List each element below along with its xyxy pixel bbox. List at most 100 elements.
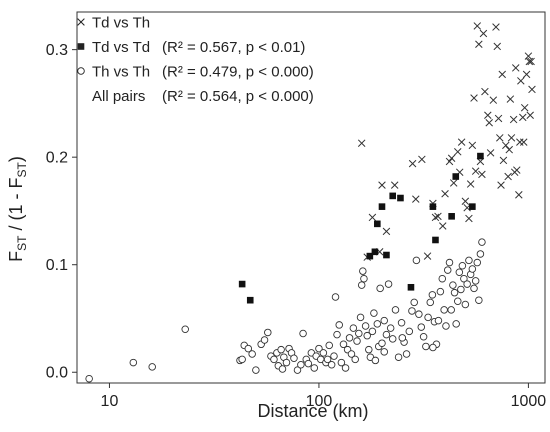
th-vs-th-point — [461, 300, 470, 309]
th-vs-th-point — [391, 306, 400, 314]
td-vs-th-point — [465, 214, 473, 223]
x-axis-title: Distance (km) — [257, 401, 368, 421]
th-vs-th-point — [445, 258, 454, 267]
td-vs-th-point — [473, 22, 482, 30]
th-vs-th-point — [361, 322, 370, 330]
th-vs-th-point — [341, 364, 350, 372]
th-vs-th-point — [478, 238, 486, 246]
td-vs-th-point — [489, 96, 498, 104]
th-vs-th-point — [424, 313, 432, 322]
td-vs-th-point — [506, 95, 515, 103]
th-vs-th-point — [331, 293, 340, 301]
td-vs-th-point — [505, 145, 513, 154]
th-vs-th-point — [335, 321, 343, 329]
th-vs-th-point — [402, 350, 411, 358]
td-vs-th-point — [447, 154, 456, 163]
y-tick-label: 0.1 — [46, 257, 68, 274]
th-vs-th-point — [380, 316, 388, 325]
th-vs-th-point — [299, 329, 307, 338]
td-vs-th-point — [493, 42, 502, 51]
td-vs-td-point — [371, 248, 379, 256]
th-vs-th-point — [355, 329, 363, 338]
legend-item: Td vs Th — [77, 15, 150, 32]
td-vs-th-point — [441, 189, 449, 198]
th-vs-th-point — [382, 330, 391, 339]
td-vs-td-point — [238, 280, 246, 288]
th-vs-th-point — [282, 358, 291, 367]
td-vs-td-point — [448, 213, 455, 220]
td-vs-th-point — [528, 85, 536, 94]
th-vs-th-point — [422, 342, 430, 351]
td-vs-td-point — [378, 203, 386, 210]
th-vs-th-point — [363, 331, 371, 340]
td-vs-th-point — [390, 181, 399, 189]
legend: Td vs Th Td vs Td (R² = 0.567, p < 0.01) Th… — [77, 15, 314, 105]
th-vs-th-point — [386, 324, 395, 332]
th-vs-th-point — [357, 281, 366, 289]
td-vs-th-point — [481, 87, 489, 96]
td-vs-th-point — [517, 77, 525, 85]
td-vs-th-point — [418, 155, 426, 164]
td-vs-th-point — [522, 70, 531, 79]
td-vs-th-point — [507, 134, 516, 142]
th-vs-th-point — [323, 355, 332, 364]
th-vs-th-point — [463, 280, 471, 288]
th-vs-th-point — [471, 277, 480, 285]
th-vs-th-point — [426, 298, 435, 307]
plot-frame — [76, 11, 546, 384]
legend-label: Th vs Th — [92, 64, 150, 81]
th-vs-th-point — [476, 250, 485, 258]
th-vs-th-point — [388, 335, 397, 343]
th-vs-th-point — [378, 339, 386, 347]
td-vs-th-point — [434, 212, 442, 221]
th-vs-th-point — [315, 344, 323, 353]
th-vs-th-point — [470, 284, 478, 293]
legend-stat: (R² = 0.564, p < 0.000) — [162, 88, 314, 105]
td-vs-th-point — [470, 94, 478, 102]
th-vs-th-point — [353, 337, 361, 345]
td-vs-td-point — [407, 283, 415, 291]
td-vs-th-point — [509, 115, 518, 124]
th-vs-th-point — [325, 341, 333, 350]
td-vs-td-point — [432, 236, 439, 244]
th-vs-th-point — [304, 359, 313, 368]
td-vs-th-point — [423, 252, 432, 260]
th-vs-th-point — [434, 316, 443, 325]
td-vs-th-point — [525, 57, 534, 66]
th-vs-th-point — [339, 340, 348, 349]
y-tick-label: 0.3 — [46, 42, 68, 59]
legend-item: All pairs (R² = 0.564, p < 0.000) — [92, 88, 314, 105]
td-vs-th-point — [504, 172, 512, 181]
th-vs-th-point — [412, 256, 421, 265]
td-vs-th-point — [513, 166, 521, 174]
th-vs-th-point — [440, 306, 448, 314]
legend-marker — [77, 67, 85, 75]
th-vs-th-point — [376, 284, 384, 293]
th-vs-th-point — [384, 280, 393, 288]
td-vs-th-point — [519, 113, 527, 122]
axes — [76, 11, 546, 384]
td-vs-td-point — [469, 203, 476, 210]
th-vs-th-point — [419, 333, 428, 341]
th-vs-th-point — [238, 355, 246, 364]
legend-marker — [77, 43, 85, 50]
td-vs-th-point — [526, 111, 534, 119]
svg-text:FST / (1 - FST): FST / (1 - FST) — [6, 156, 29, 262]
th-vs-th-point — [465, 256, 473, 265]
th-vs-th-point — [148, 363, 156, 371]
th-vs-th-point — [417, 323, 426, 331]
th-vs-th-point — [408, 307, 416, 315]
td-vs-th-point — [484, 111, 492, 119]
x-tick-label: 10 — [101, 393, 119, 410]
td-vs-td-point — [477, 152, 484, 160]
th-vs-th-point — [244, 344, 253, 353]
th-vs-th-point — [454, 297, 462, 306]
th-vs-th-point — [277, 345, 285, 354]
th-vs-th-point — [443, 266, 452, 274]
th-vs-th-point — [429, 343, 437, 352]
th-vs-th-point — [181, 325, 189, 333]
th-vs-th-point — [450, 288, 459, 297]
td-vs-th-point — [511, 64, 520, 72]
th-vs-th-point — [359, 267, 367, 275]
